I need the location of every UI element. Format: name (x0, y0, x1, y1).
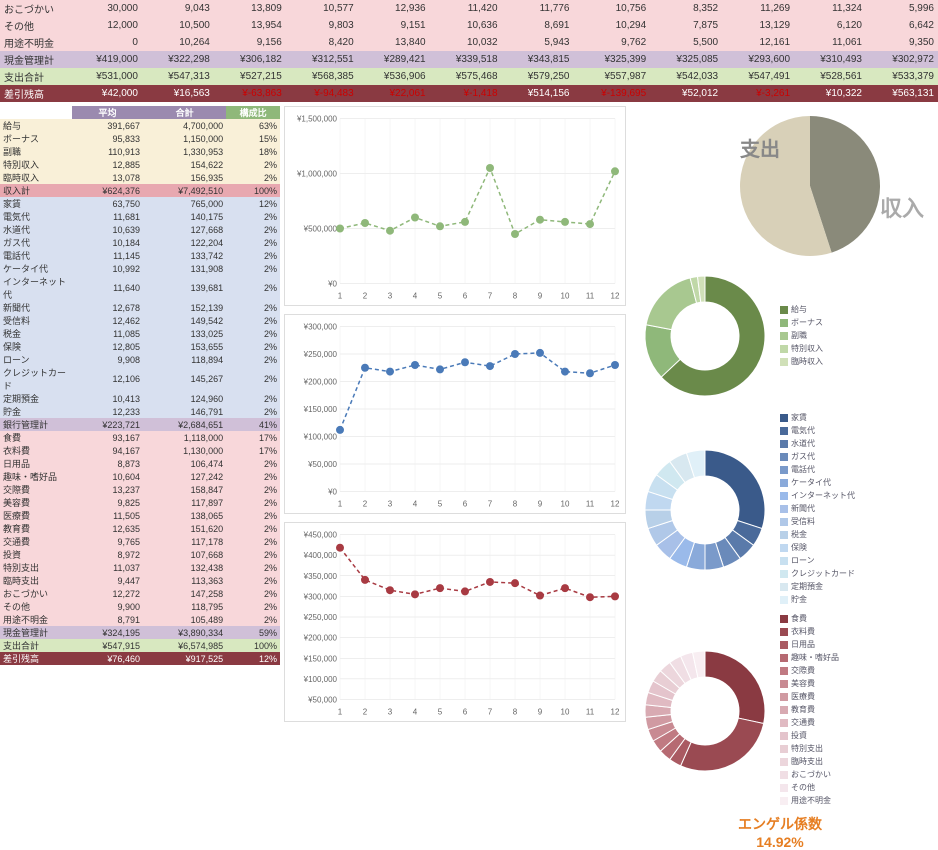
svg-text:¥450,000: ¥450,000 (303, 531, 338, 540)
svg-text:収入: 収入 (880, 196, 924, 221)
svg-text:7: 7 (488, 500, 493, 509)
svg-text:5: 5 (438, 708, 443, 717)
svg-text:¥200,000: ¥200,000 (303, 634, 338, 643)
svg-text:9: 9 (538, 292, 543, 301)
svg-text:7: 7 (488, 292, 493, 301)
svg-text:11: 11 (586, 292, 595, 301)
svg-text:8: 8 (513, 500, 518, 509)
svg-text:9: 9 (538, 708, 543, 717)
summary-table: 平均合計構成比給与391,6674,700,00063%ボーナス95,8331,… (0, 106, 280, 665)
svg-text:1: 1 (338, 708, 343, 717)
svg-text:¥1,000,000: ¥1,000,000 (296, 170, 338, 179)
svg-text:¥300,000: ¥300,000 (303, 323, 338, 332)
svg-text:¥50,000: ¥50,000 (307, 460, 337, 469)
svg-text:¥500,000: ¥500,000 (303, 225, 338, 234)
line-charts: ¥0¥500,000¥1,000,000¥1,500,0001234567891… (280, 106, 630, 850)
svg-text:支出: 支出 (740, 137, 780, 161)
svg-text:4: 4 (413, 708, 418, 717)
svg-text:3: 3 (388, 708, 393, 717)
svg-text:2: 2 (363, 292, 368, 301)
svg-text:¥100,000: ¥100,000 (303, 433, 338, 442)
svg-text:12: 12 (611, 708, 620, 717)
svg-text:4: 4 (413, 500, 418, 509)
svg-text:¥200,000: ¥200,000 (303, 378, 338, 387)
svg-text:11: 11 (586, 708, 595, 717)
svg-text:10: 10 (561, 708, 570, 717)
svg-text:2: 2 (363, 708, 368, 717)
svg-text:6: 6 (463, 708, 468, 717)
svg-text:12: 12 (611, 292, 620, 301)
svg-text:¥400,000: ¥400,000 (303, 551, 338, 560)
svg-text:¥50,000: ¥50,000 (307, 696, 337, 705)
svg-text:1: 1 (338, 500, 343, 509)
svg-text:11: 11 (586, 500, 595, 509)
svg-text:3: 3 (388, 292, 393, 301)
svg-text:2: 2 (363, 500, 368, 509)
svg-text:5: 5 (438, 292, 443, 301)
svg-text:¥100,000: ¥100,000 (303, 675, 338, 684)
svg-text:¥1,500,000: ¥1,500,000 (296, 115, 338, 124)
svg-text:10: 10 (561, 500, 570, 509)
svg-text:6: 6 (463, 500, 468, 509)
top-table: おこづかい30,0009,04313,80910,57712,93611,420… (0, 0, 938, 102)
svg-text:8: 8 (513, 708, 518, 717)
svg-text:12: 12 (611, 500, 620, 509)
svg-text:6: 6 (463, 292, 468, 301)
svg-text:¥300,000: ¥300,000 (303, 592, 338, 601)
svg-text:¥0: ¥0 (327, 280, 337, 289)
svg-text:¥150,000: ¥150,000 (303, 405, 338, 414)
svg-text:5: 5 (438, 500, 443, 509)
svg-text:8: 8 (513, 292, 518, 301)
svg-text:¥350,000: ¥350,000 (303, 572, 338, 581)
svg-text:7: 7 (488, 708, 493, 717)
svg-text:10: 10 (561, 292, 570, 301)
svg-text:9: 9 (538, 500, 543, 509)
svg-text:3: 3 (388, 500, 393, 509)
svg-text:¥150,000: ¥150,000 (303, 654, 338, 663)
svg-text:¥250,000: ¥250,000 (303, 613, 338, 622)
svg-text:¥250,000: ¥250,000 (303, 350, 338, 359)
svg-text:4: 4 (413, 292, 418, 301)
svg-text:¥0: ¥0 (327, 488, 337, 497)
pie-donuts: 支出収入給与ボーナス副職特別収入臨時収入家賃電気代水道代ガス代電話代ケータイ代イ… (630, 106, 930, 850)
svg-text:1: 1 (338, 292, 343, 301)
